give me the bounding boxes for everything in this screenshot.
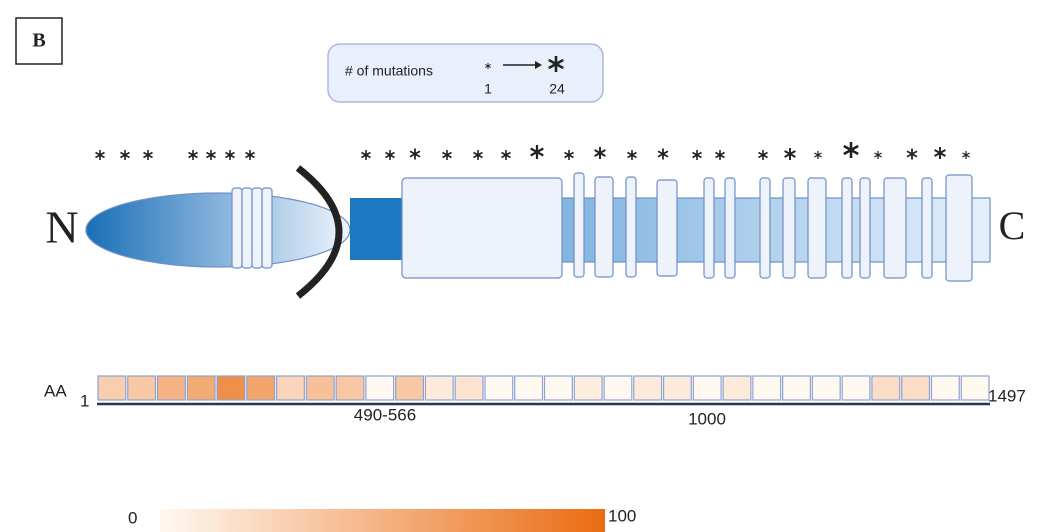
heatmap-cell	[305, 375, 335, 401]
legend-box	[327, 43, 604, 103]
heatmap-cell	[127, 375, 157, 401]
heatmap-cell	[633, 375, 663, 401]
heatmap-cell	[484, 375, 514, 401]
heatmap-cell	[841, 375, 871, 401]
colorbar-max: 100	[608, 506, 636, 525]
legend-min: 1	[484, 81, 492, 97]
c-terminus: C	[999, 203, 1026, 248]
heatmap-cell	[811, 375, 841, 401]
heatmap-cell	[395, 375, 425, 401]
heatmap-cell	[901, 375, 931, 401]
region-label: 490-566	[354, 405, 416, 424]
aa-end: 1497	[988, 386, 1026, 405]
legend-max: 24	[549, 81, 565, 97]
mutation-stars	[94, 140, 971, 161]
legend-title: # of mutations	[345, 63, 433, 79]
heatmap	[97, 375, 990, 401]
heatmap-cell	[514, 375, 544, 401]
mid-label: 1000	[688, 409, 726, 428]
n-terminus: N	[45, 202, 78, 253]
heatmap-cell	[573, 375, 603, 401]
heatmap-cell	[335, 375, 365, 401]
panel-label: B	[32, 30, 45, 52]
heatmap-cell	[871, 375, 901, 401]
heatmap-cell	[782, 375, 812, 401]
heatmap-cell	[454, 375, 484, 401]
heatmap-cell	[216, 375, 246, 401]
heatmap-cell	[97, 375, 127, 401]
legend-arrowhead	[535, 61, 542, 69]
protein	[85, 165, 991, 299]
heatmap-cell	[692, 375, 722, 401]
heatmap-cell	[722, 375, 752, 401]
heatmap-cell	[156, 375, 186, 401]
aa-label: AA	[44, 381, 67, 400]
heatmap-cell	[603, 375, 633, 401]
heatmap-cell	[365, 375, 395, 401]
heatmap-cell	[543, 375, 573, 401]
heatmap-cell	[246, 375, 276, 401]
heatmap-cell	[752, 375, 782, 401]
aa-start: 1	[80, 391, 89, 410]
colorbar-min: 0	[128, 508, 137, 527]
heatmap-cell	[960, 375, 990, 401]
heatmap-cell	[930, 375, 960, 401]
heatmap-cell	[186, 375, 216, 401]
heatmap-cell	[276, 375, 305, 401]
colorbar	[160, 509, 605, 532]
heatmap-cell	[424, 375, 454, 401]
heatmap-cell	[662, 375, 692, 401]
panel-box	[15, 17, 63, 65]
